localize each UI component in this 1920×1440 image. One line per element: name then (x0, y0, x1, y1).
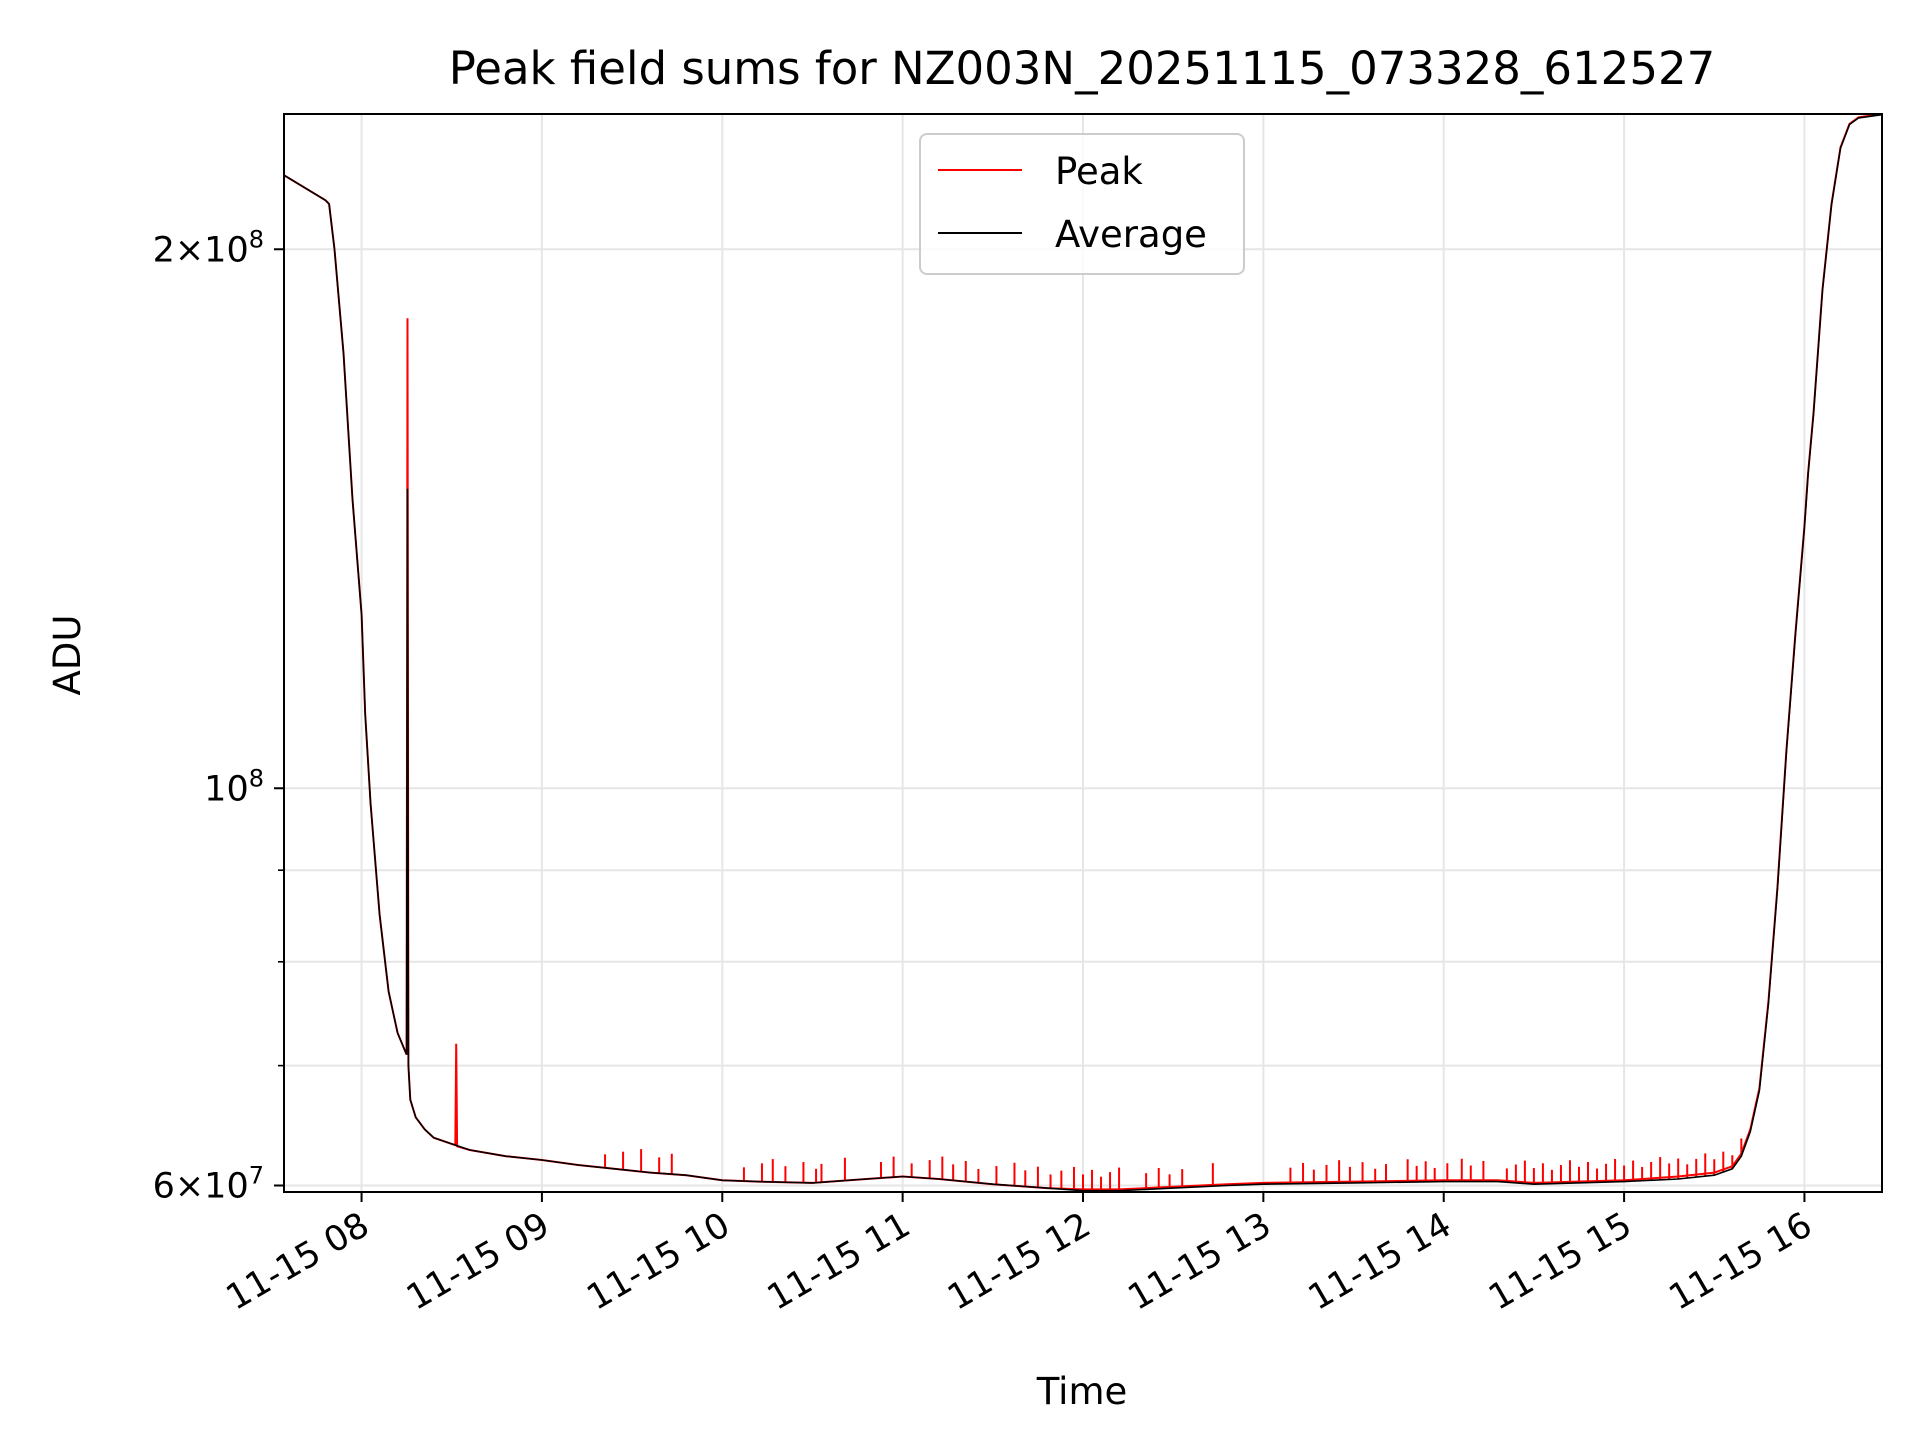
legend: Peak Average (919, 133, 1245, 275)
y-axis: 6×107 108 2×108 (153, 225, 284, 1206)
chart-title: Peak field sums for NZ003N_20251115_0733… (449, 42, 1715, 95)
y-axis-label: ADU (46, 615, 89, 696)
y-tick-label: 108 (204, 764, 264, 809)
x-tick-label: 11-15 16 (1663, 1205, 1819, 1318)
x-axis-label: Time (1036, 1370, 1128, 1413)
legend-average-label: Average (1055, 213, 1207, 256)
x-axis: 11-15 08 11-15 09 11-15 10 11-15 11 11-15 12… (220, 1192, 1819, 1318)
x-tick-label: 11-15 09 (400, 1205, 556, 1318)
legend-peak-label: Peak (1055, 150, 1143, 193)
grid-lines (284, 114, 1882, 1192)
y-tick-label: 6×107 (153, 1161, 264, 1206)
x-tick-label: 11-15 08 (220, 1205, 376, 1318)
y-tick-label: 2×108 (153, 225, 264, 270)
x-tick-label: 11-15 15 (1482, 1205, 1638, 1318)
average-series-line (284, 114, 1882, 1192)
x-tick-label: 11-15 12 (941, 1205, 1097, 1318)
x-tick-label: 11-15 14 (1302, 1205, 1458, 1318)
x-tick-label: 11-15 11 (761, 1205, 917, 1318)
x-tick-label: 11-15 10 (580, 1205, 736, 1318)
plot-area (284, 114, 1882, 1192)
x-tick-label: 11-15 13 (1122, 1205, 1278, 1318)
